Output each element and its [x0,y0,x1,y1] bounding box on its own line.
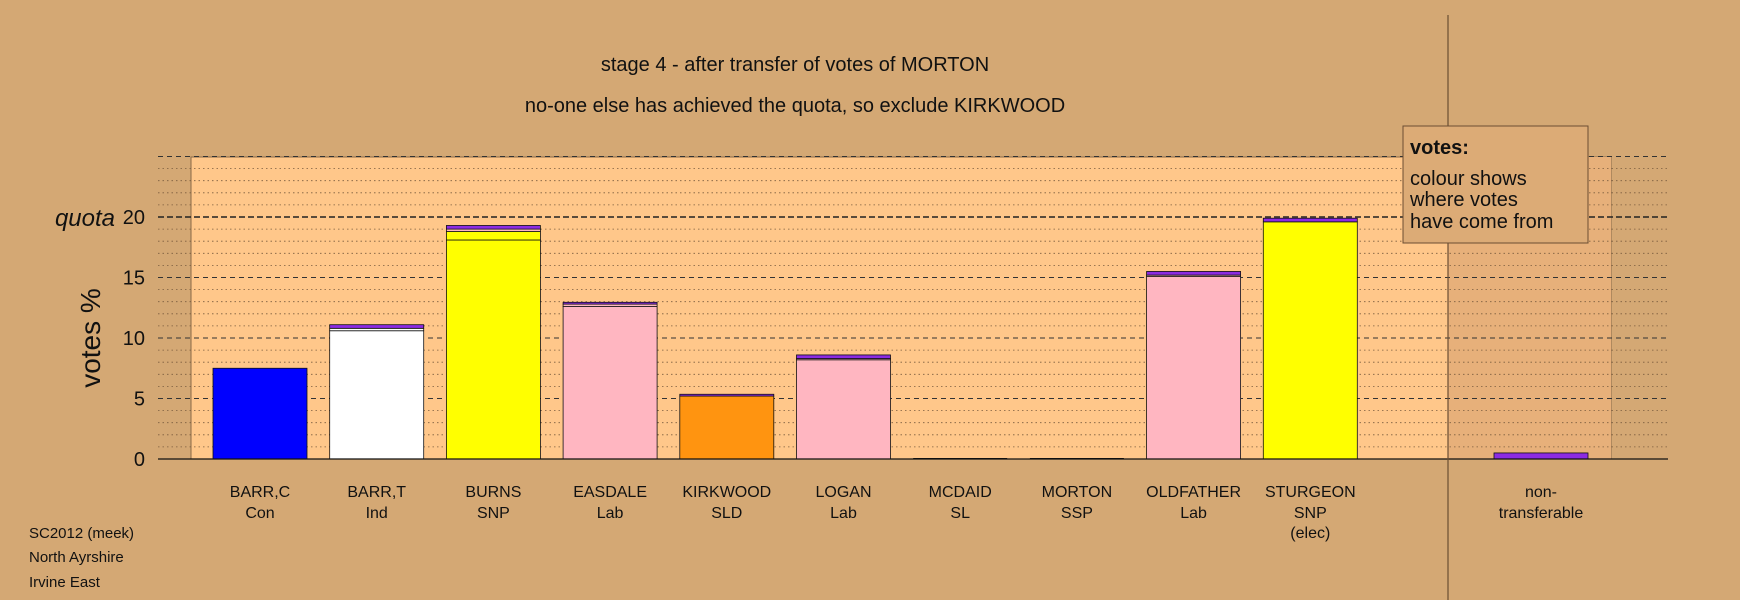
bar-segment [445,239,541,460]
candidate-party-label: SL [950,505,970,522]
candidate-name-label: MCDAID [929,484,992,501]
candidate-name-label: EASDALE [573,484,647,501]
candidate-name-label: KIRKWOOD [682,484,771,501]
y-ticks: 0 5 10 15 20 [123,207,145,471]
candidate-name-label: LOGAN [815,484,871,501]
candidate-name-label: BARR,T [347,484,406,501]
nontransferable-bar-segment [1493,452,1589,460]
bar-segment [1146,271,1241,276]
candidate-name-label: BURNS [465,484,521,501]
bar-segment [1262,217,1358,223]
candidate-party-label: Con [245,505,274,522]
legend-line-1: colour shows [1410,168,1527,190]
bar-segment [445,231,541,241]
candidate-party-label: SNP [477,505,510,522]
legend: votes: colour shows where votes have com… [1402,125,1589,244]
candidate-party-label: SSP [1061,505,1093,522]
y-tick-label: 20 [123,207,145,229]
candidate-name-label: MORTON [1042,484,1113,501]
bar-segment [329,330,425,460]
chart-subtitle: no-one else has achieved the quota, so e… [525,95,1065,117]
candidate-extra-label: (elec) [1290,525,1330,542]
category-labels: BARR,C Con BARR,T Ind BURNS SNP EASDALE Lab KIRK… [230,484,1584,542]
candidate-party-label: SLD [711,505,742,522]
y-axis-label: votes % [75,288,106,388]
y-tick-label: 5 [134,389,145,411]
legend-box [1402,125,1589,244]
footer-line-1: SC2012 (meek) [29,525,134,542]
candidate-party-label: Lab [830,505,857,522]
bar-segment [796,359,891,460]
bar-segment [562,301,658,305]
y-tick-label: 0 [134,449,145,471]
bar-segment [679,395,775,460]
bar-segment [796,354,891,359]
bar-segment [329,324,425,329]
candidate-party-label: Lab [597,505,624,522]
nontransferable-label-2: transferable [1499,505,1584,522]
plot-panel [190,156,1612,460]
candidate-name-label: STURGEON [1265,484,1356,501]
footer-line-2: North Ayrshire [29,549,124,566]
bar-segment [1262,221,1358,460]
candidate-party-label: Ind [366,505,388,522]
y-tick-label: 10 [123,328,145,350]
candidate-party-label: SNP [1294,505,1327,522]
candidate-name-label: BARR,C [230,484,290,501]
legend-title: votes: [1410,137,1469,159]
bar-segment [1146,275,1241,460]
nontransferable-label-1: non- [1525,484,1557,501]
bar-segment [562,306,658,460]
quota-label: quota [55,205,115,232]
legend-line-2: where votes [1409,189,1518,211]
bar-segment [679,393,775,397]
candidate-party-label: Lab [1180,505,1207,522]
bar-segment [445,225,541,230]
bars [212,217,1589,460]
chart-title: stage 4 - after transfer of votes of MOR… [601,54,989,76]
legend-line-3: have come from [1410,211,1553,233]
y-tick-label: 15 [123,268,145,290]
bar-segment [212,367,308,460]
footer-line-3: Irvine East [29,574,101,591]
candidate-name-label: OLDFATHER [1146,484,1241,501]
